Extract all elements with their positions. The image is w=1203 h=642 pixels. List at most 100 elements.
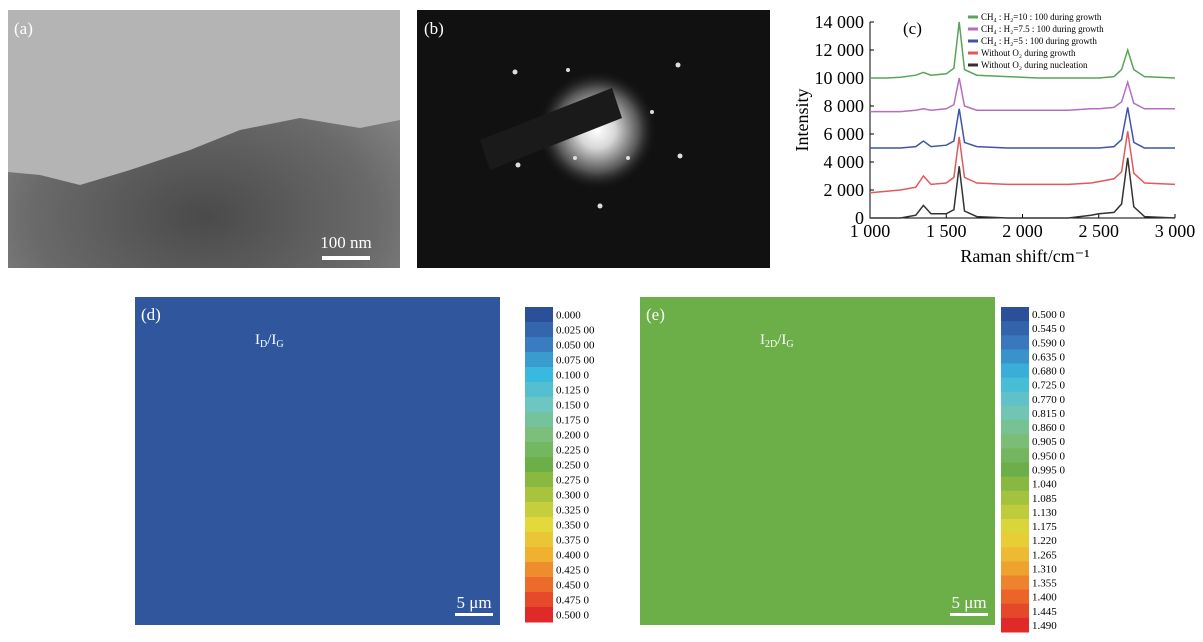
x-tick-label: 2 500 — [1079, 221, 1120, 241]
legend-label: Without O₂ during nucleation — [981, 60, 1088, 70]
colorbar-segment — [525, 412, 553, 428]
colorbar-segment — [525, 427, 553, 443]
colorbar-segment — [1001, 547, 1029, 562]
colorbar-segment — [525, 322, 553, 338]
colorbar-label: 0.950 0 — [1032, 450, 1066, 462]
colorbar-label: 0.100 0 — [556, 370, 590, 382]
map-title-part: 2D — [765, 339, 777, 350]
colorbar-segment — [525, 307, 553, 323]
colorbar-segment — [1001, 406, 1029, 421]
panel-label: (a) — [14, 19, 33, 38]
colorbar-segment — [1001, 561, 1029, 576]
colorbar-segment — [1001, 575, 1029, 590]
colorbar-segment — [525, 577, 553, 593]
colorbar-segment — [1001, 448, 1029, 463]
colorbar-segment — [525, 502, 553, 518]
colorbar-label: 0.400 0 — [556, 550, 590, 562]
colorbar-segment — [525, 607, 553, 623]
line — [870, 131, 1175, 193]
scale-bar — [950, 613, 988, 616]
colorbar-label: 0.590 0 — [1032, 337, 1066, 349]
colorbar-segment — [525, 487, 553, 503]
colorbar-label: 0.905 0 — [1032, 436, 1066, 448]
colorbar-label: 1.085 — [1032, 493, 1057, 505]
figure: 100 nm (a) (b) (c) Intensity Raman shift… — [0, 0, 1203, 637]
line — [870, 78, 1175, 112]
map-title-part: /I — [777, 332, 786, 348]
colorbar-label: 0.770 0 — [1032, 394, 1066, 406]
colorbar-label: 1.445 — [1032, 606, 1057, 618]
y-tick-label: 12 000 — [815, 40, 865, 60]
colorbar-label: 1.130 — [1032, 507, 1057, 519]
colorbar-label: 0.050 00 — [556, 340, 595, 352]
colorbar-label: 0.175 0 — [556, 415, 590, 427]
colorbar-segment — [525, 547, 553, 563]
y-axis-label: Intensity — [792, 89, 812, 152]
x-tick-label: 1 000 — [850, 221, 891, 241]
colorbar-label: 0.275 0 — [556, 475, 590, 487]
colorbar-segment — [1001, 434, 1029, 449]
colorbar-label: 0.125 0 — [556, 385, 590, 397]
colorbar-label: 1.310 — [1032, 563, 1057, 575]
y-tick-label: 14 000 — [815, 12, 865, 32]
map-title-part: D — [260, 339, 267, 350]
panel-label: (e) — [646, 305, 665, 324]
colorbar-label: 1.265 — [1032, 549, 1057, 561]
colorbar-segment — [1001, 491, 1029, 506]
colorbar-segment — [1001, 519, 1029, 534]
colorbar-segment — [1001, 477, 1029, 492]
colorbar-label: 1.175 — [1032, 521, 1057, 533]
x-tick-label: 1 500 — [926, 221, 967, 241]
colorbar-segment — [1001, 392, 1029, 407]
colorbar-segment — [1001, 307, 1029, 322]
colorbar-segment — [525, 562, 553, 578]
colorbar-label: 0.450 0 — [556, 580, 590, 592]
colorbar-segment — [525, 382, 553, 398]
colorbar-label: 0.000 — [556, 310, 581, 322]
raman-map — [640, 297, 995, 625]
panel-label: (d) — [141, 305, 161, 324]
x-tick-label: 2 000 — [1002, 221, 1043, 241]
colorbar-label: 0.425 0 — [556, 565, 590, 577]
colorbar-segment — [1001, 364, 1029, 379]
colorbar-label: 0.225 0 — [556, 445, 590, 457]
maps: (d)ID/IG5 μm0.0000.025 000.050 000.075 0… — [135, 297, 1066, 633]
y-tick-label: 4 000 — [824, 152, 865, 172]
colorbar-segment — [1001, 618, 1029, 633]
colorbar-label: 0.250 0 — [556, 460, 590, 472]
scale-bar — [455, 613, 493, 616]
y-tick-label: 10 000 — [815, 68, 865, 88]
colorbar-label: 0.300 0 — [556, 490, 590, 502]
colorbar-label: 0.500 0 — [556, 610, 590, 622]
colorbar-segment — [1001, 420, 1029, 435]
map-title-part: G — [786, 339, 793, 350]
map-title-part: /I — [267, 332, 276, 348]
colorbar-label: 0.500 0 — [1032, 309, 1066, 321]
colorbar-label: 0.025 00 — [556, 325, 595, 337]
colorbar-label: 0.200 0 — [556, 430, 590, 442]
colorbar-segment — [525, 532, 553, 548]
colorbar-label: 1.400 — [1032, 592, 1057, 604]
colorbar-label: 0.075 00 — [556, 355, 595, 367]
colorbar-segment — [525, 472, 553, 488]
map-title-part: G — [276, 339, 283, 350]
colorbar-label: 0.150 0 — [556, 400, 590, 412]
colorbar-segment — [525, 517, 553, 533]
colorbar-label: 1.220 — [1032, 535, 1057, 547]
colorbar-segment — [1001, 349, 1029, 364]
colorbar-label: 0.995 0 — [1032, 465, 1066, 477]
colorbar-segment — [525, 457, 553, 473]
y-tick-label: 6 000 — [824, 124, 865, 144]
x-tick-label: 3 000 — [1155, 221, 1196, 241]
colorbar-label: 0.475 0 — [556, 595, 590, 607]
colorbar-segment — [1001, 533, 1029, 548]
colorbar-segment — [525, 352, 553, 368]
colorbar-segment — [1001, 505, 1029, 520]
colorbar-segment — [1001, 462, 1029, 477]
colorbar-label: 0.545 0 — [1032, 323, 1066, 335]
scale-label: 5 μm — [951, 593, 986, 612]
colorbar-label: 0.325 0 — [556, 505, 590, 517]
colorbar-label: 0.815 0 — [1032, 408, 1066, 420]
y-tick-label: 8 000 — [824, 96, 865, 116]
colorbar-segment — [525, 442, 553, 458]
